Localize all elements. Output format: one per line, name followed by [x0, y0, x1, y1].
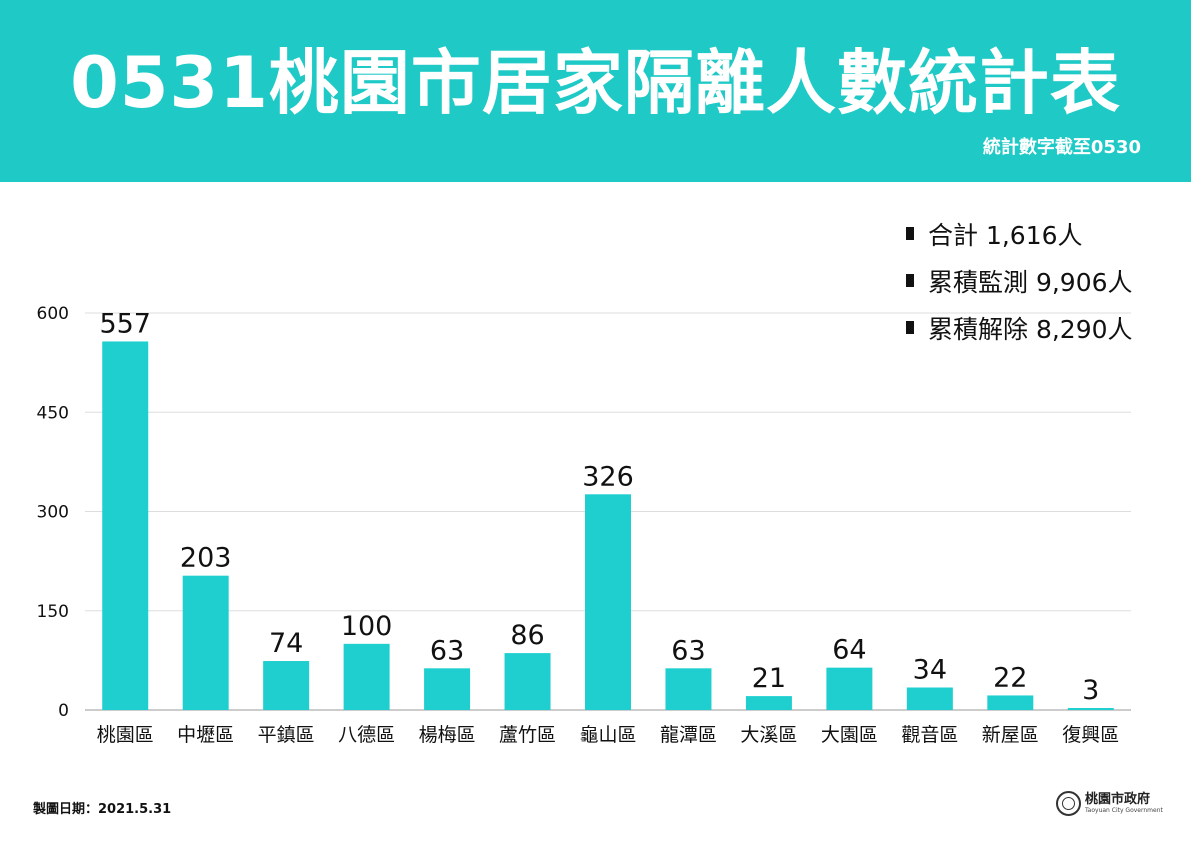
- x-tick-label: 大溪區: [740, 724, 797, 746]
- data-label: 63: [671, 635, 705, 666]
- summary-legend: 合計 1,616人 累積監測 9,906人 累積解除 8,290人: [906, 210, 1133, 351]
- bullet-square-icon: [906, 321, 914, 334]
- data-label: 63: [430, 635, 464, 666]
- logo-english-name: Taoyuan City Government: [1085, 807, 1163, 814]
- city-seal-icon: [1056, 791, 1081, 816]
- bar: [745, 696, 792, 710]
- page-title: 0531桃園市居家隔離人數統計表: [70, 42, 1121, 124]
- data-label: 3: [1082, 675, 1099, 706]
- y-tick-label: 0: [58, 701, 69, 721]
- bar: [906, 687, 953, 710]
- legend-item-released: 累積解除 8,290人: [906, 304, 1133, 351]
- logo-name: 桃園市政府: [1085, 792, 1151, 807]
- bar: [424, 668, 471, 710]
- bar: [504, 653, 551, 710]
- data-label: 203: [180, 543, 232, 574]
- bar: [263, 661, 310, 710]
- bar: [182, 575, 229, 710]
- data-label: 326: [582, 461, 634, 492]
- bullet-square-icon: [906, 227, 914, 240]
- data-label: 557: [99, 308, 151, 339]
- header-banner: 0531桃園市居家隔離人數統計表 統計數字截至0530: [0, 0, 1191, 182]
- bar: [343, 643, 390, 710]
- data-cutoff-note: 統計數字截至0530: [982, 137, 1141, 158]
- data-label: 74: [269, 628, 303, 659]
- bar: [665, 668, 712, 710]
- legend-monitored-text: 累積監測 9,906人: [928, 267, 1133, 297]
- y-tick-label: 600: [37, 304, 69, 324]
- bar: [826, 667, 873, 710]
- government-logo: 桃園市政府 Taoyuan City Government: [1056, 791, 1163, 816]
- x-tick-label: 觀音區: [901, 724, 958, 746]
- x-tick-label: 復興區: [1062, 724, 1119, 746]
- legend-item-total: 合計 1,616人: [906, 210, 1133, 257]
- bar: [102, 341, 149, 710]
- bar: [1067, 708, 1114, 710]
- bullet-square-icon: [906, 274, 914, 287]
- x-tick-label: 大園區: [821, 724, 878, 746]
- x-tick-label: 龜山區: [579, 724, 636, 746]
- bar: [585, 494, 631, 710]
- chart-date: 製圖日期：2021.5.31: [33, 802, 172, 817]
- y-tick-label: 300: [37, 503, 69, 523]
- data-label: 64: [832, 635, 866, 666]
- x-tick-label: 蘆竹區: [499, 724, 556, 746]
- data-label: 34: [913, 655, 947, 686]
- bar: [987, 695, 1034, 710]
- x-tick-label: 中壢區: [177, 724, 234, 746]
- data-label: 86: [510, 620, 544, 651]
- x-tick-label: 楊梅區: [419, 724, 476, 746]
- legend-released-text: 累積解除 8,290人: [928, 314, 1133, 344]
- y-tick-label: 150: [37, 602, 69, 622]
- data-label: 21: [752, 663, 786, 694]
- x-tick-label: 八德區: [338, 724, 395, 746]
- legend-item-monitored: 累積監測 9,906人: [906, 257, 1133, 304]
- x-tick-label: 新屋區: [982, 724, 1039, 746]
- data-label: 100: [341, 611, 393, 642]
- y-tick-label: 450: [37, 403, 69, 423]
- legend-total-text: 合計 1,616人: [928, 220, 1083, 250]
- data-label: 22: [993, 662, 1027, 693]
- x-tick-label: 平鎮區: [258, 724, 315, 746]
- x-tick-label: 桃園區: [97, 724, 154, 746]
- x-tick-label: 龍潭區: [660, 724, 717, 746]
